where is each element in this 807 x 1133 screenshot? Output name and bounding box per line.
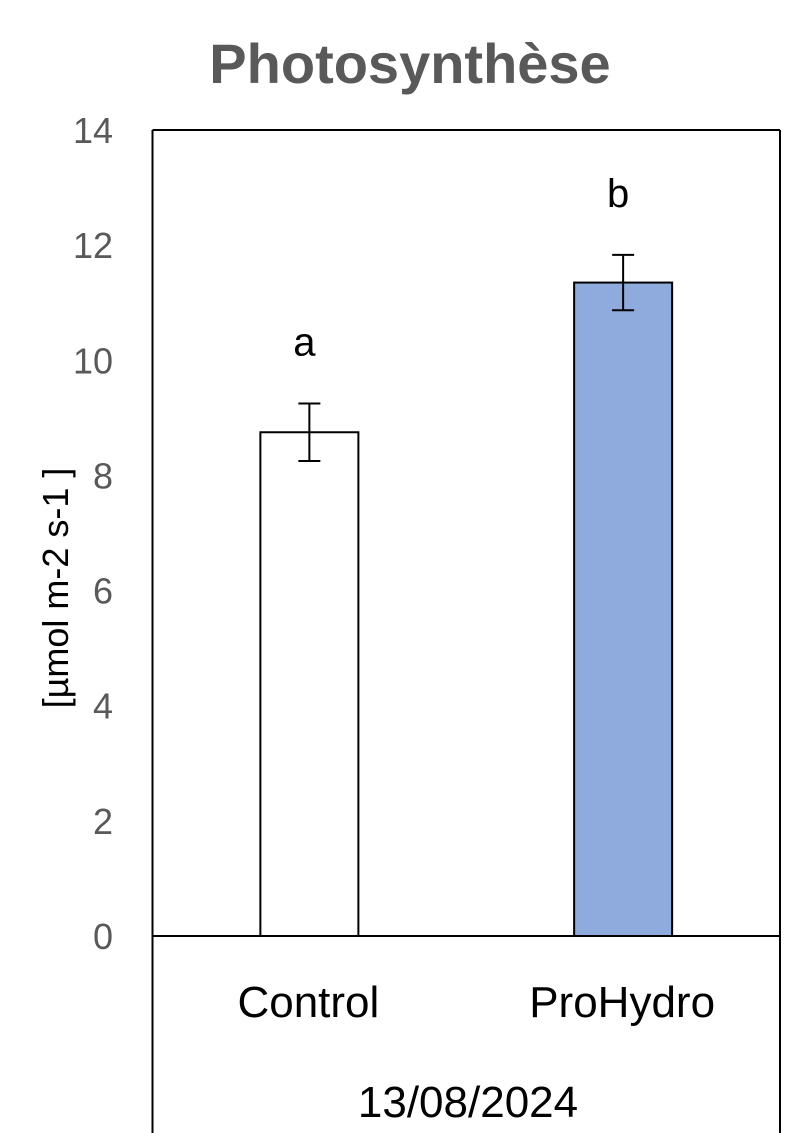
y-tick-label: 0	[93, 916, 113, 957]
y-tick-label: 10	[73, 340, 113, 381]
significance-label: b	[607, 172, 629, 216]
bar-series	[259, 281, 674, 938]
category-label: Control	[237, 978, 379, 1027]
error-bars	[298, 253, 635, 463]
category-labels: Control ProHydro	[237, 978, 715, 1027]
date-group-label: 13/08/2024	[358, 1078, 578, 1127]
error-bar-prohydro	[612, 253, 635, 312]
bar-prohydro	[573, 281, 674, 938]
error-bar-control	[298, 402, 321, 463]
y-tick-label: 8	[93, 455, 113, 496]
y-tick-label: 4	[93, 686, 113, 727]
category-label: ProHydro	[529, 978, 715, 1027]
y-tick-label: 14	[73, 110, 113, 151]
y-tick-label: 2	[93, 801, 113, 842]
significance-labels: ab	[293, 172, 629, 365]
y-tick-labels: 0 2 4 6 8 10 12 14	[73, 110, 113, 957]
y-tick-label: 12	[73, 225, 113, 266]
significance-label: a	[293, 320, 316, 364]
y-tick-label: 6	[93, 571, 113, 612]
chart-title: Photosynthèse	[209, 32, 610, 95]
y-axis-label: [µmol m-2 s-1 ]	[35, 468, 76, 709]
bar-control	[259, 431, 360, 937]
